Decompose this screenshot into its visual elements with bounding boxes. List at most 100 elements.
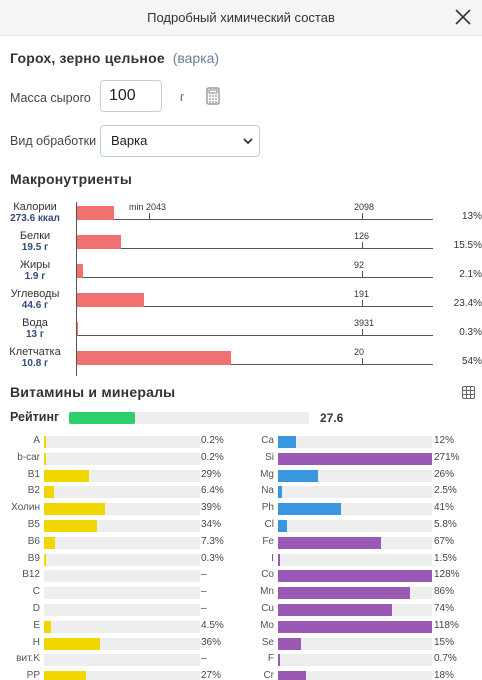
nutrient-fill bbox=[44, 621, 51, 633]
rating-value: 27.6 bbox=[320, 411, 344, 425]
food-processing: (варка) bbox=[172, 50, 220, 66]
macro-track: 20 bbox=[76, 347, 433, 376]
nutrient-track bbox=[278, 587, 432, 599]
nutrient-fill bbox=[278, 671, 306, 680]
nutrient-row-Ca: Ca 12% bbox=[0, 435, 482, 448]
nutrient-row-B6: B6 7.3% bbox=[0, 536, 482, 549]
macro-baseline bbox=[77, 219, 433, 220]
nutrient-fill bbox=[278, 470, 318, 482]
nutrient-fill bbox=[278, 436, 296, 448]
macro-value: 44.6 г bbox=[21, 300, 49, 311]
nutrient-name: Ph bbox=[261, 502, 274, 513]
macro-percent: 0.3% bbox=[459, 327, 482, 338]
vitamins-title: Витамины и минералы bbox=[10, 384, 176, 400]
table-grid-icon[interactable] bbox=[462, 386, 475, 399]
norm-tick bbox=[362, 300, 363, 307]
chevron-down-icon bbox=[243, 138, 253, 145]
macro-value: 13 г bbox=[25, 329, 45, 340]
nutrient-name: Холин bbox=[11, 502, 40, 513]
nutrient-percent: 15% bbox=[434, 637, 455, 648]
nutrient-track bbox=[278, 486, 432, 498]
nutrient-name: Mn bbox=[260, 586, 274, 597]
macro-bar bbox=[77, 264, 83, 278]
nutrient-percent: 118% bbox=[434, 620, 459, 631]
norm-label: 20 bbox=[354, 347, 365, 357]
processing-selected: Варка bbox=[111, 133, 148, 148]
macro-row: Жиры 1.9 г 92 2.1% bbox=[0, 260, 482, 289]
nutrient-track bbox=[278, 604, 432, 616]
nutrient-percent: 86% bbox=[434, 586, 455, 597]
norm-label: 126 bbox=[354, 231, 370, 241]
norm-label: 3931 bbox=[354, 318, 375, 328]
nutrient-fill bbox=[44, 554, 46, 566]
nutrient-percent: 36% bbox=[201, 637, 222, 648]
nutrient-track bbox=[44, 570, 200, 582]
close-button[interactable] bbox=[452, 6, 474, 28]
nutrient-percent: 26% bbox=[434, 469, 455, 480]
macro-bar bbox=[77, 235, 121, 249]
nutrient-track bbox=[44, 537, 200, 549]
nutrient-fill bbox=[44, 470, 89, 482]
processing-label: Вид обработки bbox=[10, 134, 97, 148]
nutrient-percent: 67% bbox=[434, 536, 455, 547]
macro-name: Белки bbox=[19, 230, 51, 242]
nutrient-fill bbox=[278, 604, 392, 616]
nutrient-name: E bbox=[33, 620, 40, 631]
nutrient-row-b-car: b-car 0.2% bbox=[0, 452, 482, 465]
nutrient-name: Na bbox=[261, 485, 274, 496]
norm-tick bbox=[362, 242, 363, 249]
modal-title: Подробный химический состав bbox=[147, 10, 335, 25]
macro-baseline bbox=[77, 335, 433, 336]
macro-bar bbox=[77, 322, 78, 336]
rating-fill bbox=[69, 412, 135, 424]
macro-row: Вода 13 г 3931 0.3% bbox=[0, 318, 482, 347]
nutrient-row-Холин: Холин 39% bbox=[0, 502, 482, 515]
nutrient-name: Ca bbox=[261, 435, 274, 446]
nutrient-percent: – bbox=[201, 603, 207, 614]
processing-select[interactable]: Варка bbox=[100, 125, 260, 157]
nutrient-percent: 41% bbox=[434, 502, 455, 513]
macro-row: Углеводы 44.6 г 191 23.4% bbox=[0, 289, 482, 318]
norm-tick bbox=[362, 329, 363, 336]
nutrient-name: D bbox=[32, 603, 40, 614]
norm-tick bbox=[362, 213, 363, 220]
nutrient-fill bbox=[44, 486, 54, 498]
norm-tick bbox=[362, 358, 363, 365]
nutrient-fill bbox=[278, 554, 280, 566]
min-norm-tick bbox=[149, 213, 150, 220]
macro-name: Жиры bbox=[19, 259, 51, 271]
nutrient-percent: 0.7% bbox=[434, 653, 457, 664]
nutrient-row-Cr: Cr 18% bbox=[0, 670, 482, 680]
nutrient-row-C: C – bbox=[0, 586, 482, 599]
nutrient-track bbox=[44, 486, 200, 498]
nutrient-percent: 27% bbox=[201, 670, 222, 680]
macro-name: Клетчатка bbox=[9, 346, 61, 358]
nutrient-track bbox=[278, 520, 432, 532]
nutrient-fill bbox=[278, 587, 410, 599]
nutrient-fill bbox=[44, 520, 97, 532]
macro-bar bbox=[77, 293, 144, 307]
nutrient-row-PP: PP 27% bbox=[0, 670, 482, 680]
macro-percent: 15.5% bbox=[453, 240, 482, 251]
nutrient-track bbox=[44, 671, 200, 680]
nutrient-percent: 1.5% bbox=[434, 553, 457, 564]
nutrient-percent: – bbox=[201, 569, 207, 580]
nutrient-name: Si bbox=[265, 452, 274, 463]
nutrient-track bbox=[278, 638, 432, 650]
nutrient-row-B1: B1 29% bbox=[0, 469, 482, 482]
nutrient-percent: 0.2% bbox=[201, 435, 224, 446]
norm-label: 191 bbox=[354, 289, 370, 299]
mass-input[interactable] bbox=[100, 80, 162, 112]
macro-value: 10.8 г bbox=[21, 358, 49, 369]
nutrient-track bbox=[44, 436, 200, 448]
nutrient-percent: 12% bbox=[434, 435, 455, 446]
macro-name: Углеводы bbox=[10, 288, 60, 300]
nutrient-percent: 128% bbox=[434, 569, 460, 580]
macro-baseline bbox=[77, 277, 433, 278]
nutrient-percent: 34% bbox=[201, 519, 222, 530]
nutrient-name: A bbox=[33, 435, 40, 446]
nutrient-row-H: H 36% bbox=[0, 637, 482, 650]
nutrient-row-Cu: Cu 74% bbox=[0, 603, 482, 616]
nutrient-percent: 0.3% bbox=[201, 553, 224, 564]
calculator-icon[interactable] bbox=[206, 87, 220, 105]
